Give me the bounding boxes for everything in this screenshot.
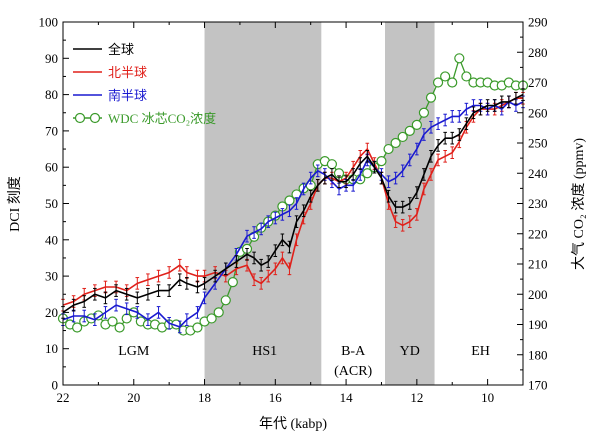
y-left-tick-label: 20: [45, 305, 58, 320]
y-left-tick-label: 0: [52, 378, 59, 393]
tick-labels: 22 20 18 16 14 12 1001020304050607080901001701…: [39, 15, 548, 406]
y-left-tick-label: 30: [45, 269, 58, 284]
legend-marker-co2: [89, 112, 101, 124]
x-tick-label: 10: [481, 390, 494, 405]
period-label: LGM: [118, 344, 150, 359]
y-right-tick-label: 260: [528, 105, 548, 120]
legend: 全球 北半球 南半球 WDC 冰芯CO₂浓度: [73, 42, 216, 126]
y-right-tick-label: 280: [528, 45, 548, 60]
legend-label-nh: 北半球: [108, 65, 147, 80]
y-left-tick-label: 50: [45, 196, 58, 211]
data-point-co2: [220, 295, 231, 306]
y-right-tick-label: 190: [528, 317, 548, 332]
y-left-tick-label: 100: [39, 15, 59, 30]
data-point-co2: [411, 119, 422, 130]
period-label: YD: [400, 344, 420, 359]
data-point-co2: [432, 77, 444, 88]
data-point-co2: [390, 137, 401, 149]
y-left-tick-label: 10: [45, 341, 58, 356]
x-tick-label: 22: [57, 390, 70, 405]
y-right-tick-label: 270: [528, 75, 548, 90]
legend-label-sh: 南半球: [108, 88, 147, 103]
legend-label-global: 全球: [108, 42, 134, 57]
period-label: HS1: [252, 344, 277, 359]
y-left-tick-label: 60: [45, 160, 58, 175]
y-right-tick-label: 230: [528, 196, 548, 211]
y-left-tick-label: 40: [45, 232, 58, 247]
data-point-co2: [447, 77, 458, 88]
plot-frame: [62, 21, 524, 386]
shaded-periods: [204, 22, 435, 385]
series-global: [61, 88, 525, 319]
data-point-co2: [383, 143, 394, 155]
data-point-co2: [418, 107, 430, 118]
data-point-co2: [397, 131, 408, 143]
period-label: B-A: [341, 344, 366, 359]
shaded-period-0: [204, 22, 322, 385]
y-right-tick-label: 220: [528, 226, 548, 241]
data-point-co2: [454, 53, 465, 64]
y-right-tick-label: 180: [528, 347, 548, 362]
data-point-co2: [227, 277, 238, 288]
legend-label-co2: WDC 冰芯CO₂浓度: [108, 111, 216, 126]
data-point-co2: [114, 322, 125, 333]
data-point-co2: [425, 92, 437, 103]
data-point-co2: [107, 316, 118, 327]
x-axis-title: 年代 (kabp): [259, 416, 327, 432]
period-label: EH: [471, 344, 490, 359]
data-point-co2: [72, 322, 83, 333]
series-layer: [57, 53, 529, 336]
data-point-co2: [440, 71, 451, 82]
y-right-tick-label: 210: [528, 257, 548, 272]
x-tick-label: 14: [340, 390, 354, 405]
y-left-tick-label: 70: [45, 123, 58, 138]
data-point-co2: [93, 310, 104, 321]
y-right-tick-label: 170: [528, 378, 548, 393]
data-point-co2: [326, 159, 338, 170]
y-left-tick-label: 80: [45, 87, 58, 102]
data-point-co2: [376, 156, 387, 167]
series-line-global: [62, 93, 524, 314]
data-point-co2: [206, 313, 217, 324]
y-right-tick-label: 200: [528, 287, 548, 302]
x-tick-label: 12: [410, 390, 423, 405]
y-left-tick-label: 90: [45, 51, 58, 66]
x-tick-label: 20: [127, 390, 140, 405]
y-axis-title-right: 大气 CO₂ 浓度 (ppmv): [571, 138, 587, 270]
y-right-tick-label: 290: [528, 15, 548, 30]
data-point-co2: [362, 168, 373, 179]
x-tick-label: 16: [269, 390, 283, 405]
y-right-tick-label: 250: [528, 136, 548, 151]
y-right-tick-label: 240: [528, 166, 548, 181]
period-label: (ACR): [334, 364, 372, 379]
data-point-co2: [404, 125, 415, 136]
data-point-co2: [213, 307, 224, 318]
data-point-co2: [192, 322, 203, 333]
y-axis-title-left: DCI 刻度: [7, 176, 23, 232]
legend-marker-co2: [74, 112, 86, 124]
x-tick-label: 18: [198, 390, 211, 405]
data-point-co2: [461, 71, 472, 82]
period-labels: LGM HS1 B-A (ACR) YD EH: [118, 344, 490, 379]
series-line-sh: [62, 101, 524, 328]
